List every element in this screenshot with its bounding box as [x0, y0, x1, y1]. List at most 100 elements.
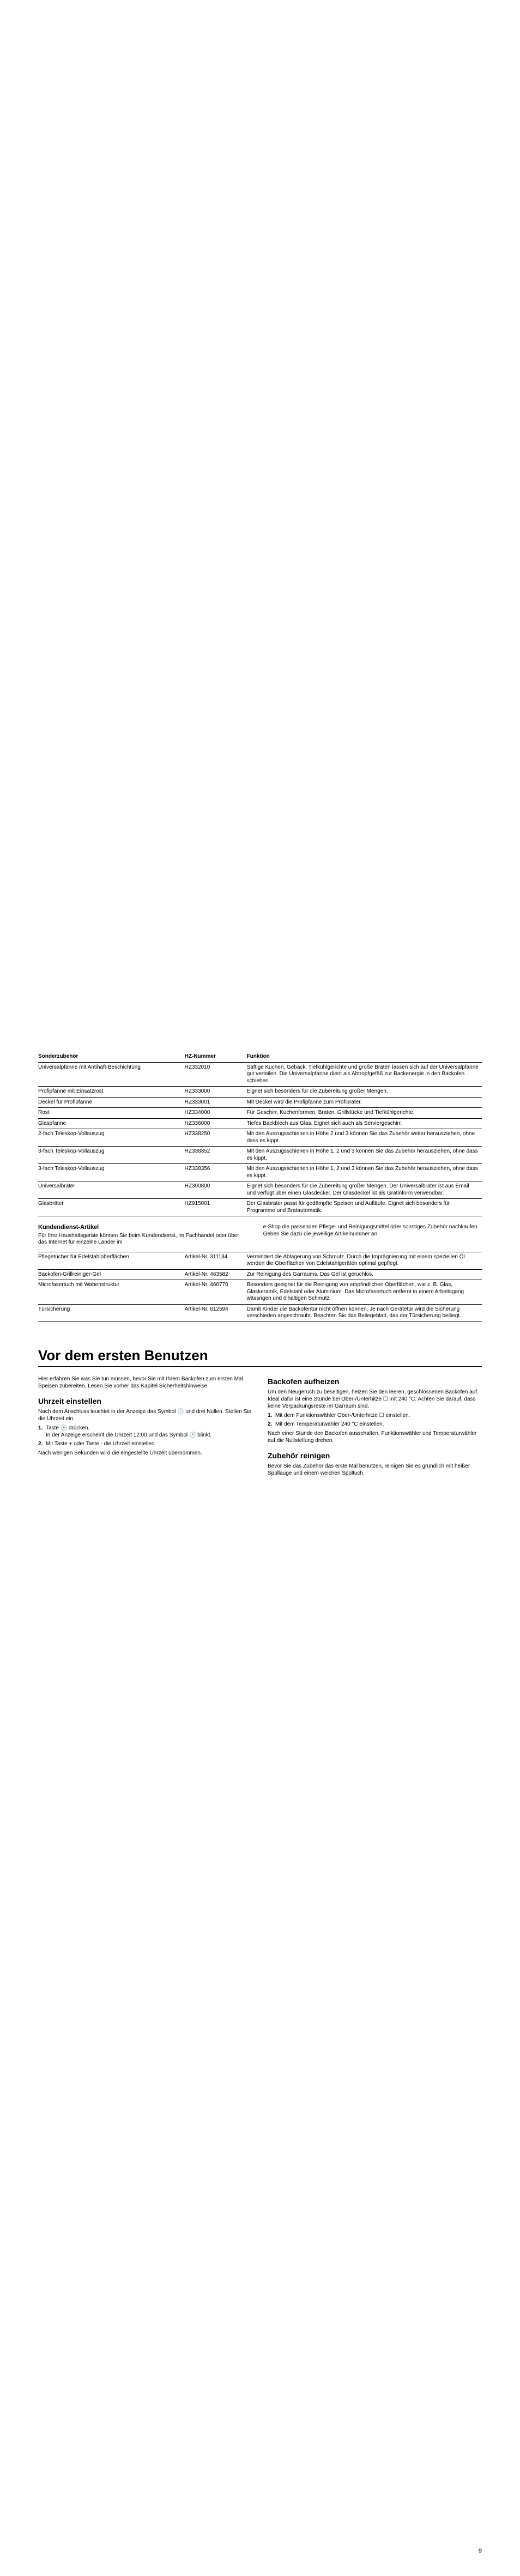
uhrzeit-heading: Uhrzeit einstellen — [38, 1396, 252, 1406]
header-sonderzubehoer: Sonderzubehör — [38, 1052, 185, 1062]
table-row: RostHZ334000Für Geschirr, Kuchenformen, … — [38, 1108, 482, 1119]
table-cell: HZ338250 — [185, 1129, 247, 1147]
step1-text-c: In der Anzeige erscheint die Uhrzeit 12:… — [46, 1432, 189, 1438]
kundendienst-text-left: Für Ihre Haushaltsgeräte können Sie beim… — [38, 1233, 247, 1246]
table-cell: Artikel-Nr. 460770 — [185, 1280, 247, 1305]
table-cell: Tiefes Backblech aus Glas. Eignet sich a… — [247, 1118, 482, 1129]
table-row: UniversalbräterHZ390800Eignet sich beson… — [38, 1181, 482, 1199]
step-number: 2. — [268, 1421, 275, 1428]
upper-whitespace — [38, 33, 482, 1052]
reinigen-text: Bevor Sie das Zubehör das erste Mal benu… — [268, 1463, 482, 1477]
left-column: Hier erfahren Sie was Sie tun müssen, be… — [38, 1370, 252, 1479]
table-cell: Mit den Auszugsschienen in Höhe 1, 2 und… — [247, 1164, 482, 1181]
table-cell: HZ338352 — [185, 1147, 247, 1164]
intro-text: Hier erfahren Sie was Sie tun müssen, be… — [38, 1375, 252, 1390]
table-cell: Profipfanne mit Einsatzrost — [38, 1087, 185, 1098]
header-hz-nummer: HZ-Nummer — [185, 1052, 247, 1062]
table-row: Profipfanne mit EinsatzrostHZ333000Eigne… — [38, 1087, 482, 1098]
table-cell: Deckel für Profipfanne — [38, 1097, 185, 1108]
table-row: Deckel für ProfipfanneHZ333001Mit Deckel… — [38, 1097, 482, 1108]
step-body: Mit Taste + oder Taste - die Uhrzeit ein… — [46, 1440, 252, 1447]
step-body: Taste 🕒 drücken. In der Anzeige erschein… — [46, 1425, 252, 1439]
table-row: 2-fach Teleskop-VollauszugHZ338250Mit de… — [38, 1129, 482, 1147]
accessory-table: Sonderzubehör HZ-Nummer Funktion Univers… — [38, 1052, 482, 1216]
table-cell: Saftige Kuchen, Gebäck, Tiefkühlgerichte… — [247, 1062, 482, 1087]
step1-text-b: drücken. — [67, 1425, 89, 1431]
table-cell: 2-fach Teleskop-Vollauszug — [38, 1129, 185, 1147]
table-cell: Vermindert die Ablagerung von Schmutz. D… — [247, 1252, 482, 1269]
table-cell: Mit den Auszugsschienen in Höhe 2 und 3 … — [247, 1129, 482, 1147]
page: Sonderzubehör HZ-Nummer Funktion Univers… — [0, 0, 520, 2576]
table-row: Microfasertuch mit WabenstrukturArtikel-… — [38, 1280, 482, 1305]
table-row: GlasbräterHZ915001Der Glasbräter passt f… — [38, 1199, 482, 1216]
table-cell: Artikel-Nr. 463582 — [185, 1269, 247, 1280]
table-cell: Universalpfanne mit Antihaft-Beschichtun… — [38, 1062, 185, 1087]
table-cell: Für Geschirr, Kuchenformen, Braten, Gril… — [247, 1108, 482, 1119]
table-cell: Artikel-Nr. 311134 — [185, 1252, 247, 1269]
table-cell: Glaspfanne — [38, 1118, 185, 1129]
heat-step-1: 1. Mit dem Funktionswähler Ober-/Unterhi… — [268, 1412, 482, 1419]
table-cell: HZ390800 — [185, 1181, 247, 1199]
step-number: 1. — [38, 1425, 46, 1439]
table-cell: Microfasertuch mit Wabenstruktur — [38, 1280, 185, 1305]
table-cell: Besonders geeignet für die Reinigung von… — [247, 1280, 482, 1305]
step1-text-a: Taste — [46, 1425, 61, 1431]
table-row: 3-fach Teleskop-VollauszugHZ338352Mit de… — [38, 1147, 482, 1164]
table-cell: Türsicherung — [38, 1304, 185, 1322]
step-body: Mit dem Funktionswähler Ober-/Unterhitze… — [275, 1412, 482, 1419]
reinigen-heading: Zubehör reinigen — [268, 1451, 482, 1460]
table-cell: Artikel-Nr. 612594 — [185, 1304, 247, 1322]
table-cell: Eignet sich besonders für die Zubereitun… — [247, 1181, 482, 1199]
page-number: 9 — [479, 2548, 482, 2554]
section-heading: Vor dem ersten Benutzen — [38, 1347, 482, 1367]
table-row: 3-fach Teleskop-VollauszugHZ338356Mit de… — [38, 1164, 482, 1181]
clock-icon: 🕒 — [177, 1408, 184, 1415]
table-cell: Backofen-Grillreiniger-Gel — [38, 1269, 185, 1280]
uhrzeit-p1: Nach dem Anschluss leuchtet in der Anzei… — [38, 1408, 252, 1422]
table-cell: Zur Reinigung des Garraums. Das Gel ist … — [247, 1269, 482, 1280]
table-cell: Der Glasbräter passt für gedämpfte Speis… — [247, 1199, 482, 1216]
header-funktion: Funktion — [247, 1052, 482, 1062]
kundendienst-left: Kundendienst-Artikel Für Ihre Haushaltsg… — [38, 1224, 247, 1246]
clock-step-2: 2. Mit Taste + oder Taste - die Uhrzeit … — [38, 1440, 252, 1447]
table-cell: 3-fach Teleskop-Vollauszug — [38, 1164, 185, 1181]
aufheizen-heading: Backofen aufheizen — [268, 1377, 482, 1386]
step-number: 1. — [268, 1412, 275, 1419]
table-cell: Rost — [38, 1108, 185, 1119]
table-cell: Glasbräter — [38, 1199, 185, 1216]
table-cell: Mit Deckel wird die Profipfanne zum Prof… — [247, 1097, 482, 1108]
step-number: 2. — [38, 1440, 46, 1447]
clock-icon: 🕒 — [189, 1432, 196, 1439]
clock-step-1: 1. Taste 🕒 drücken. In der Anzeige ersch… — [38, 1425, 252, 1439]
accessory-header-row: Sonderzubehör HZ-Nummer Funktion — [38, 1052, 482, 1062]
clock-icon: 🕒 — [61, 1425, 67, 1432]
aufheizen-text: Um den Neugeruch zu beseitigen, heizen S… — [268, 1389, 482, 1410]
kundendienst-right: e-Shop die passenden Pflege- und Reinigu… — [263, 1224, 482, 1246]
clock-after: Nach wenigen Sekunden wird die eingestel… — [38, 1450, 252, 1457]
table-row: Pflegetücher für EdelstahloberflächenArt… — [38, 1252, 482, 1269]
table-cell: Damit Kinder die Backofentür nicht öffne… — [247, 1304, 482, 1322]
table-cell: HZ332010 — [185, 1062, 247, 1087]
heat-step-2: 2. Mit dem Temperaturwähler 240 °C einst… — [268, 1421, 482, 1428]
step-body: Mit dem Temperaturwähler 240 °C einstell… — [275, 1421, 482, 1428]
right-column: Backofen aufheizen Um den Neugeruch zu b… — [268, 1370, 482, 1479]
table-cell: Eignet sich besonders für die Zubereitun… — [247, 1087, 482, 1098]
table-row: TürsicherungArtikel-Nr. 612594Damit Kind… — [38, 1304, 482, 1322]
table-cell: Mit den Auszugsschienen in Höhe 1, 2 und… — [247, 1147, 482, 1164]
service-table: Pflegetücher für EdelstahloberflächenArt… — [38, 1252, 482, 1322]
heat-after: Nach einer Stunde den Backofen ausschalt… — [268, 1430, 482, 1444]
table-row: Backofen-Grillreiniger-GelArtikel-Nr. 46… — [38, 1269, 482, 1280]
table-cell: HZ338356 — [185, 1164, 247, 1181]
table-cell: Universalbräter — [38, 1181, 185, 1199]
two-column-layout: Hier erfahren Sie was Sie tun müssen, be… — [38, 1370, 482, 1479]
table-row: GlaspfanneHZ336000Tiefes Backblech aus G… — [38, 1118, 482, 1129]
table-cell: HZ333001 — [185, 1097, 247, 1108]
table-row: Universalpfanne mit Antihaft-Beschichtun… — [38, 1062, 482, 1087]
table-cell: 3-fach Teleskop-Vollauszug — [38, 1147, 185, 1164]
table-cell: Pflegetücher für Edelstahloberflächen — [38, 1252, 185, 1269]
kundendienst-title: Kundendienst-Artikel — [38, 1224, 247, 1232]
table-cell: HZ915001 — [185, 1199, 247, 1216]
kundendienst-block: Kundendienst-Artikel Für Ihre Haushaltsg… — [38, 1224, 482, 1246]
table-cell: HZ334000 — [185, 1108, 247, 1119]
table-cell: HZ336000 — [185, 1118, 247, 1129]
